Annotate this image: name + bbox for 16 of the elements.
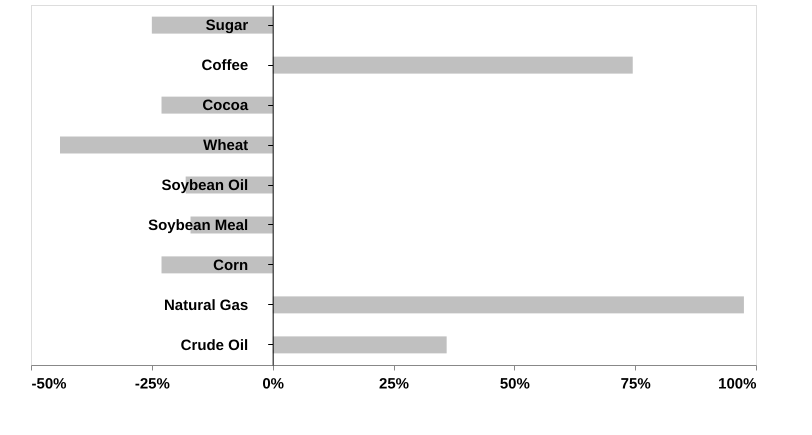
x-tick-label: 0% <box>262 376 284 392</box>
y-tick-label: Corn <box>213 256 248 274</box>
y-tick-label: Natural Gas <box>164 296 248 314</box>
x-tick-label: 100% <box>718 376 756 392</box>
x-tick-label: -25% <box>134 376 170 392</box>
y-tick-label: Wheat <box>203 137 248 154</box>
x-tick-label: 25% <box>378 376 410 392</box>
y-tick-label: Sugar <box>206 17 248 34</box>
y-tick-label: Soybean Oil <box>161 177 248 194</box>
y-tick-label: Soybean Meal <box>148 216 248 234</box>
x-tick-label: 50% <box>500 376 530 392</box>
y-tick-label: Cocoa <box>202 97 249 114</box>
y-tick-label: Crude Oil <box>180 336 248 354</box>
x-tick-label: -50% <box>32 376 67 392</box>
x-tick-label: 75% <box>620 376 651 392</box>
y-tick-label: Coffee <box>201 57 248 74</box>
